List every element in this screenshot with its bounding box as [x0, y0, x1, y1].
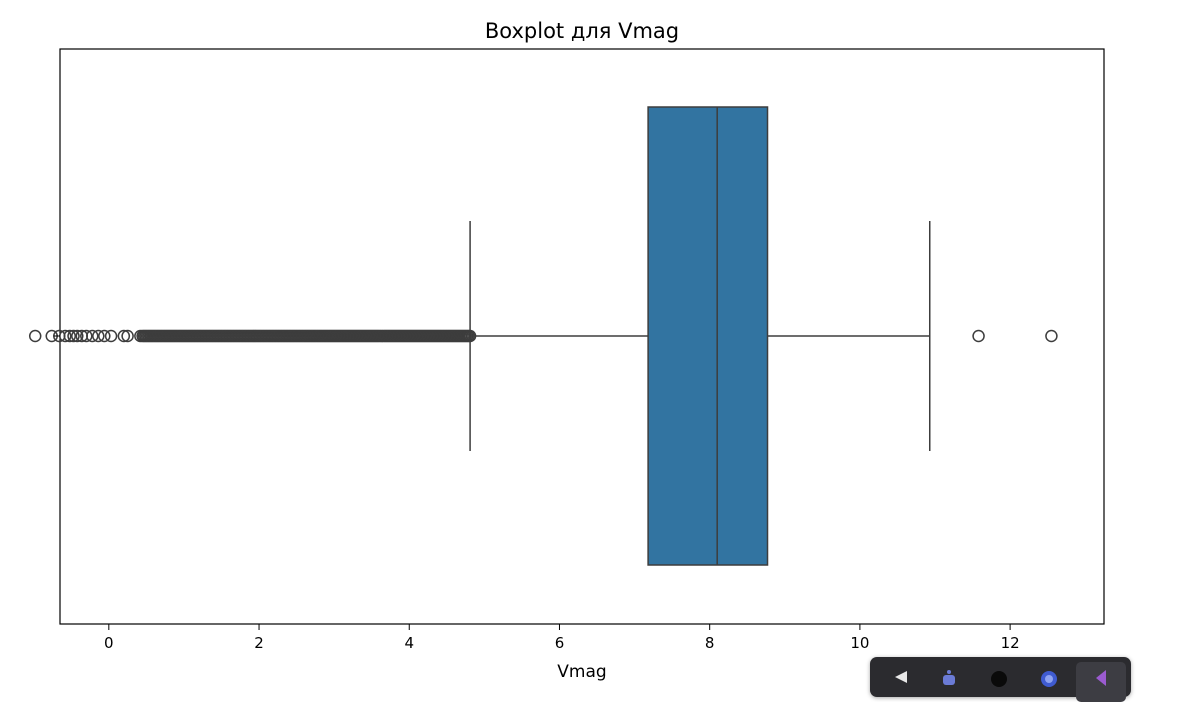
outlier-point: [117, 329, 131, 343]
outlier-point: [104, 329, 118, 343]
arrow-icon[interactable]: [888, 667, 914, 693]
plot-area: [28, 48, 1105, 625]
outlier-point: [71, 329, 84, 343]
x-tick-label: 6: [555, 634, 565, 652]
chart-title: Boxplot для Vmag: [485, 19, 679, 43]
outlier-point: [463, 329, 477, 343]
x-tick-label: 8: [705, 634, 715, 652]
outlier-point: [972, 329, 985, 343]
chart-figure: Boxplot для Vmag 0 2 4 6 8 10 12 Vmag: [28, 19, 1131, 702]
iqr-box: [647, 106, 769, 566]
outlier-point: [92, 329, 105, 343]
floating-toolbar[interactable]: [870, 657, 1131, 702]
x-tick-label: 4: [404, 634, 414, 652]
outlier-point: [86, 329, 99, 343]
globe-icon[interactable]: [1036, 667, 1062, 693]
outliers-group: [28, 329, 1058, 343]
outlier-point: [28, 329, 42, 343]
outlier-point: [98, 329, 111, 343]
boxplot-chart: Boxplot для Vmag 0 2 4 6 8 10 12 Vmag: [28, 19, 1105, 682]
x-tick-label: 0: [104, 634, 114, 652]
bot-icon[interactable]: [936, 667, 962, 693]
x-tick-label: 10: [850, 634, 869, 652]
circle-icon[interactable]: [986, 667, 1012, 693]
flag-icon[interactable]: [1076, 662, 1126, 702]
outlier-point: [80, 329, 93, 343]
x-tick-label: 12: [1001, 634, 1020, 652]
outlier-point: [1045, 329, 1058, 343]
outlier-point: [63, 329, 77, 343]
x-tick-label: 2: [254, 634, 264, 652]
outlier-point: [121, 329, 134, 343]
outlier-point: [67, 329, 80, 343]
x-axis-label: Vmag: [557, 662, 606, 682]
x-axis-ticks: 0 2 4 6 8 10 12: [54, 335, 1020, 652]
